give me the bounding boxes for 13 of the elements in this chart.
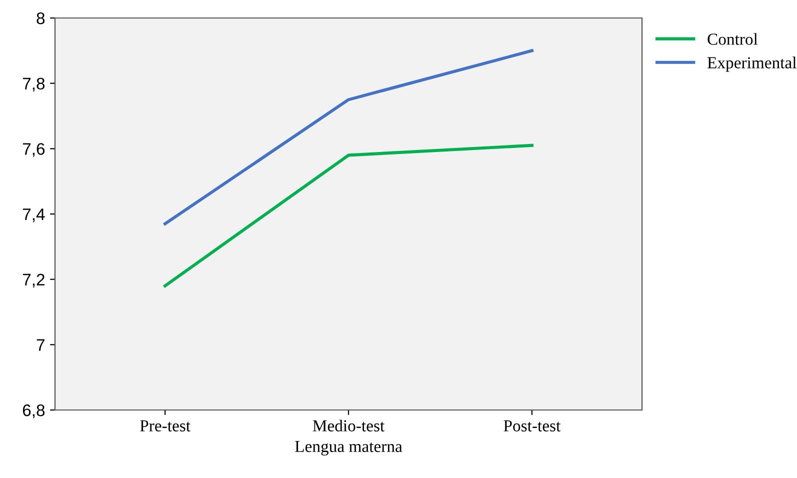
- x-axis-title: Lengua materna: [295, 440, 402, 456]
- x-tick-label: Post-test: [504, 420, 561, 432]
- y-tick-label: 7: [36, 339, 44, 351]
- legend-label: Control: [708, 33, 758, 45]
- x-tick-label: Medio-test: [312, 420, 385, 432]
- y-tick-label: 7,8: [22, 78, 45, 92]
- y-tick-label: 7,2: [22, 274, 44, 288]
- y-tick-label: 7,6: [22, 143, 45, 157]
- y-tick-label: 6,8: [22, 404, 45, 418]
- x-tick-label: Pre-test: [140, 420, 190, 432]
- y-tick-label: 7,4: [22, 208, 45, 222]
- legend-label: Experimental: [707, 56, 796, 72]
- y-tick-label: 8: [36, 12, 45, 24]
